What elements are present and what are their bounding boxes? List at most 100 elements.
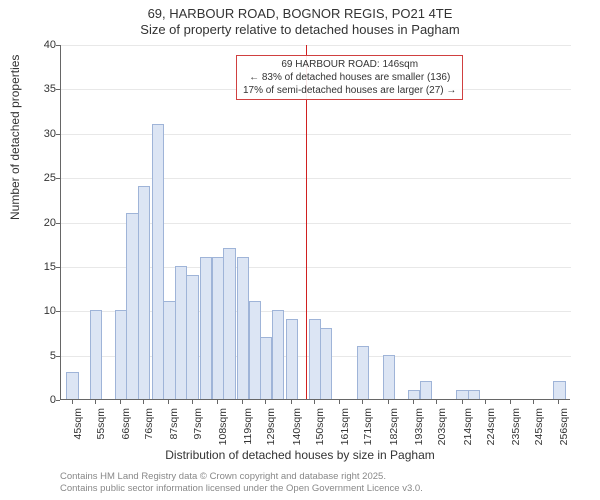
x-tick (143, 400, 144, 404)
histogram-bar (320, 328, 332, 399)
histogram-bar (90, 310, 102, 399)
y-tick-label: 25 (44, 172, 56, 184)
x-tick-label: 87sqm (168, 408, 180, 448)
y-tick (56, 89, 60, 90)
annotation-line2: ← 83% of detached houses are smaller (13… (243, 71, 456, 84)
x-tick-label: 235sqm (510, 408, 522, 448)
y-tick (56, 134, 60, 135)
histogram-bar (200, 257, 212, 399)
x-tick-label: 66sqm (120, 408, 132, 448)
histogram-bar (152, 124, 164, 399)
y-axis-label: Number of detached properties (8, 55, 22, 220)
y-tick (56, 178, 60, 179)
x-tick (168, 400, 169, 404)
histogram-bar (237, 257, 249, 399)
histogram-bar (175, 266, 187, 399)
y-tick-label: 10 (44, 305, 56, 317)
x-tick (558, 400, 559, 404)
x-tick (462, 400, 463, 404)
y-tick (56, 356, 60, 357)
x-axis-label: Distribution of detached houses by size … (0, 448, 600, 462)
x-tick-label: 108sqm (217, 408, 229, 448)
x-tick-label: 55sqm (95, 408, 107, 448)
x-tick (242, 400, 243, 404)
x-tick-label: 97sqm (192, 408, 204, 448)
y-gridline (61, 178, 571, 179)
y-tick-label: 15 (44, 261, 56, 273)
annotation-line3: 17% of semi-detached houses are larger (… (243, 84, 456, 97)
x-tick-label: 76sqm (143, 408, 155, 448)
x-tick (339, 400, 340, 404)
x-tick (533, 400, 534, 404)
histogram-bar (126, 213, 138, 399)
x-tick-label: 150sqm (314, 408, 326, 448)
histogram-bar (115, 310, 127, 399)
histogram-bar (223, 248, 235, 399)
histogram-bar (408, 390, 420, 399)
y-gridline (61, 134, 571, 135)
y-tick-label: 0 (50, 394, 56, 406)
histogram-bar (249, 301, 261, 399)
annotation-box: 69 HARBOUR ROAD: 146sqm← 83% of detached… (236, 55, 463, 100)
y-tick-label: 20 (44, 217, 56, 229)
histogram-bar (420, 381, 432, 399)
x-tick (362, 400, 363, 404)
y-tick-label: 35 (44, 83, 56, 95)
y-tick (56, 267, 60, 268)
x-tick-label: 119sqm (242, 408, 254, 448)
x-tick-label: 140sqm (291, 408, 303, 448)
y-tick-label: 40 (44, 39, 56, 51)
histogram-bar (553, 381, 565, 399)
x-tick (72, 400, 73, 404)
x-tick-label: 45sqm (72, 408, 84, 448)
x-tick (413, 400, 414, 404)
x-tick (291, 400, 292, 404)
chart-title-line2: Size of property relative to detached ho… (0, 22, 600, 37)
y-gridline (61, 45, 571, 46)
x-tick-label: 214sqm (462, 408, 474, 448)
histogram-bar (163, 301, 175, 399)
x-tick-label: 245sqm (533, 408, 545, 448)
histogram-bar (138, 186, 150, 399)
y-tick-label: 30 (44, 128, 56, 140)
x-tick (314, 400, 315, 404)
y-tick (56, 45, 60, 46)
histogram-bar (260, 337, 272, 399)
y-tick (56, 311, 60, 312)
histogram-bar (286, 319, 298, 399)
footer-line1: Contains HM Land Registry data © Crown c… (60, 471, 386, 482)
x-tick-label: 161sqm (339, 408, 351, 448)
chart-title-line1: 69, HARBOUR ROAD, BOGNOR REGIS, PO21 4TE (0, 6, 600, 21)
x-tick (217, 400, 218, 404)
x-tick (120, 400, 121, 404)
x-tick-label: 256sqm (558, 408, 570, 448)
x-tick (388, 400, 389, 404)
y-tick-label: 5 (50, 350, 56, 362)
histogram-bar (383, 355, 395, 399)
histogram-bar (212, 257, 224, 399)
annotation-line1: 69 HARBOUR ROAD: 146sqm (243, 58, 456, 71)
x-tick (265, 400, 266, 404)
x-tick (192, 400, 193, 404)
histogram-bar (309, 319, 321, 399)
histogram-bar (357, 346, 369, 399)
plot-area: 69 HARBOUR ROAD: 146sqm← 83% of detached… (60, 45, 570, 400)
histogram-bar (272, 310, 284, 399)
x-tick-label: 182sqm (388, 408, 400, 448)
y-tick (56, 223, 60, 224)
histogram-bar (468, 390, 480, 399)
x-tick-label: 193sqm (413, 408, 425, 448)
x-tick (485, 400, 486, 404)
x-tick-label: 203sqm (436, 408, 448, 448)
x-tick-label: 224sqm (485, 408, 497, 448)
x-tick (95, 400, 96, 404)
x-tick-label: 129sqm (265, 408, 277, 448)
x-tick-label: 171sqm (362, 408, 374, 448)
x-tick (510, 400, 511, 404)
y-tick (56, 400, 60, 401)
x-tick (436, 400, 437, 404)
histogram-bar (186, 275, 198, 399)
footer-line2: Contains public sector information licen… (60, 483, 423, 494)
histogram-bar (66, 372, 78, 399)
histogram-bar (456, 390, 468, 399)
